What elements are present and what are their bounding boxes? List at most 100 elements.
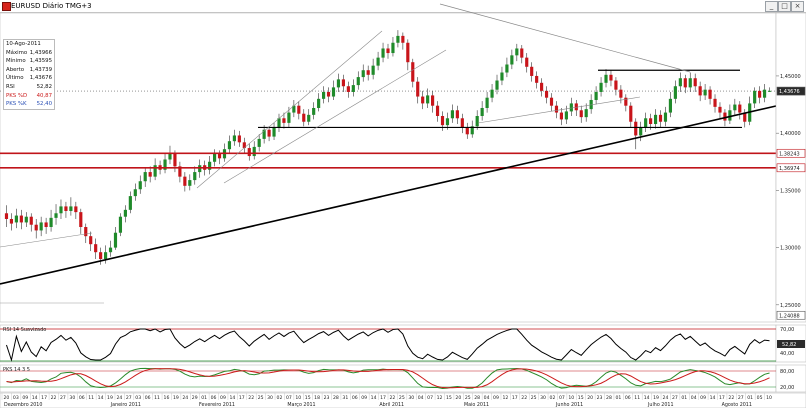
month-label: Agosto 2011 xyxy=(722,402,752,408)
day-tick-label: 19 xyxy=(173,395,179,401)
info-date: 10-Ago-2011 xyxy=(6,41,41,47)
day-tick-label: 20 xyxy=(4,395,10,401)
candle xyxy=(594,86,598,105)
rsi-label: RSI 14 Suavizado xyxy=(3,327,46,333)
candle-body xyxy=(69,206,73,211)
maximize-button[interactable]: □ xyxy=(778,1,791,12)
candle-body xyxy=(217,153,222,159)
candle-body xyxy=(470,126,474,135)
info-label: RSI xyxy=(6,83,15,90)
candle xyxy=(753,87,757,108)
candle xyxy=(609,70,613,87)
candle-body xyxy=(287,112,291,123)
candle-body xyxy=(609,74,613,81)
candle xyxy=(465,122,469,139)
candle xyxy=(663,106,668,127)
close-button[interactable]: × xyxy=(791,1,804,12)
candle xyxy=(678,72,682,92)
candle xyxy=(460,113,464,134)
minimize-button[interactable]: _ xyxy=(765,1,778,12)
day-tick-label: 28 xyxy=(606,395,612,401)
day-tick-label: 25 xyxy=(465,395,471,401)
candle xyxy=(178,161,182,183)
candle-body xyxy=(371,65,375,75)
candle xyxy=(713,94,717,113)
candle-body xyxy=(227,141,232,150)
candle-body xyxy=(366,70,370,75)
candle xyxy=(44,217,48,234)
candle-body xyxy=(44,222,48,228)
day-tick-label: 17 xyxy=(512,395,518,401)
day-tick-label: 02 xyxy=(550,395,556,401)
info-label: Máximo xyxy=(6,49,28,56)
candle-body xyxy=(24,216,28,223)
candle xyxy=(257,134,261,152)
candle-body xyxy=(232,135,236,142)
day-tick-label: 19 xyxy=(653,395,659,401)
candle-body xyxy=(520,48,524,58)
candle-body xyxy=(460,118,464,128)
candle xyxy=(668,91,673,118)
candle-body xyxy=(59,206,63,214)
candle xyxy=(540,78,544,97)
candle-body xyxy=(133,189,137,197)
day-tick-label: 30 xyxy=(267,395,273,401)
downtrend-line xyxy=(439,3,691,73)
price-badge xyxy=(776,148,806,158)
day-tick-label: 01 xyxy=(681,395,687,401)
day-tick-label: 18 xyxy=(314,395,320,401)
candle-body xyxy=(619,89,623,98)
candle xyxy=(658,110,663,128)
candle-body xyxy=(128,196,132,210)
candle-body xyxy=(554,105,559,113)
day-tick-label: 04 xyxy=(484,395,490,401)
candle xyxy=(361,64,365,82)
candle-body xyxy=(29,216,33,225)
candle xyxy=(673,80,677,104)
price-badge xyxy=(776,310,806,320)
day-tick-label: 10 xyxy=(766,395,772,401)
candle xyxy=(99,247,103,265)
candle xyxy=(371,58,375,80)
candle-body xyxy=(544,90,549,98)
candle-body xyxy=(535,75,539,83)
candle xyxy=(391,37,395,57)
candle-body xyxy=(178,166,182,177)
candle-body xyxy=(74,206,78,213)
price-badge-label: 1,24088 xyxy=(779,313,800,319)
triangle-lower-line xyxy=(477,96,641,124)
month-label: Julho 2011 xyxy=(647,402,674,408)
day-tick-label: 27 xyxy=(672,395,678,401)
candle-body xyxy=(4,213,9,219)
candle-body xyxy=(54,213,58,218)
candle xyxy=(614,77,618,96)
rsi-badge xyxy=(777,340,805,348)
day-tick-label: 22 xyxy=(51,395,57,401)
day-tick-label: 11 xyxy=(634,395,640,401)
candle-body xyxy=(361,70,365,78)
info-label: Mínimo xyxy=(6,58,26,65)
candle-body xyxy=(485,97,489,108)
candle-body xyxy=(123,209,127,217)
candle xyxy=(4,205,9,228)
candle xyxy=(153,158,157,181)
info-row-open: Aberto 1,43739 xyxy=(4,66,54,75)
candle xyxy=(188,174,192,191)
price-badge xyxy=(776,163,806,173)
candle-body xyxy=(198,165,202,173)
candle xyxy=(644,112,648,133)
day-tick-label: 01 xyxy=(201,395,207,401)
day-tick-label: 03 xyxy=(13,395,19,401)
day-tick-label: 06 xyxy=(352,395,358,401)
day-tick-label: 17 xyxy=(380,395,386,401)
candle xyxy=(267,126,271,142)
candle xyxy=(14,208,18,229)
day-tick-label: 27 xyxy=(126,395,132,401)
candle xyxy=(624,94,628,112)
price-tick-label: 1,45000 xyxy=(780,74,801,80)
day-tick-label: 23 xyxy=(597,395,603,401)
day-tick-label: 24 xyxy=(182,395,188,401)
candle xyxy=(29,213,33,232)
candle xyxy=(728,104,732,125)
